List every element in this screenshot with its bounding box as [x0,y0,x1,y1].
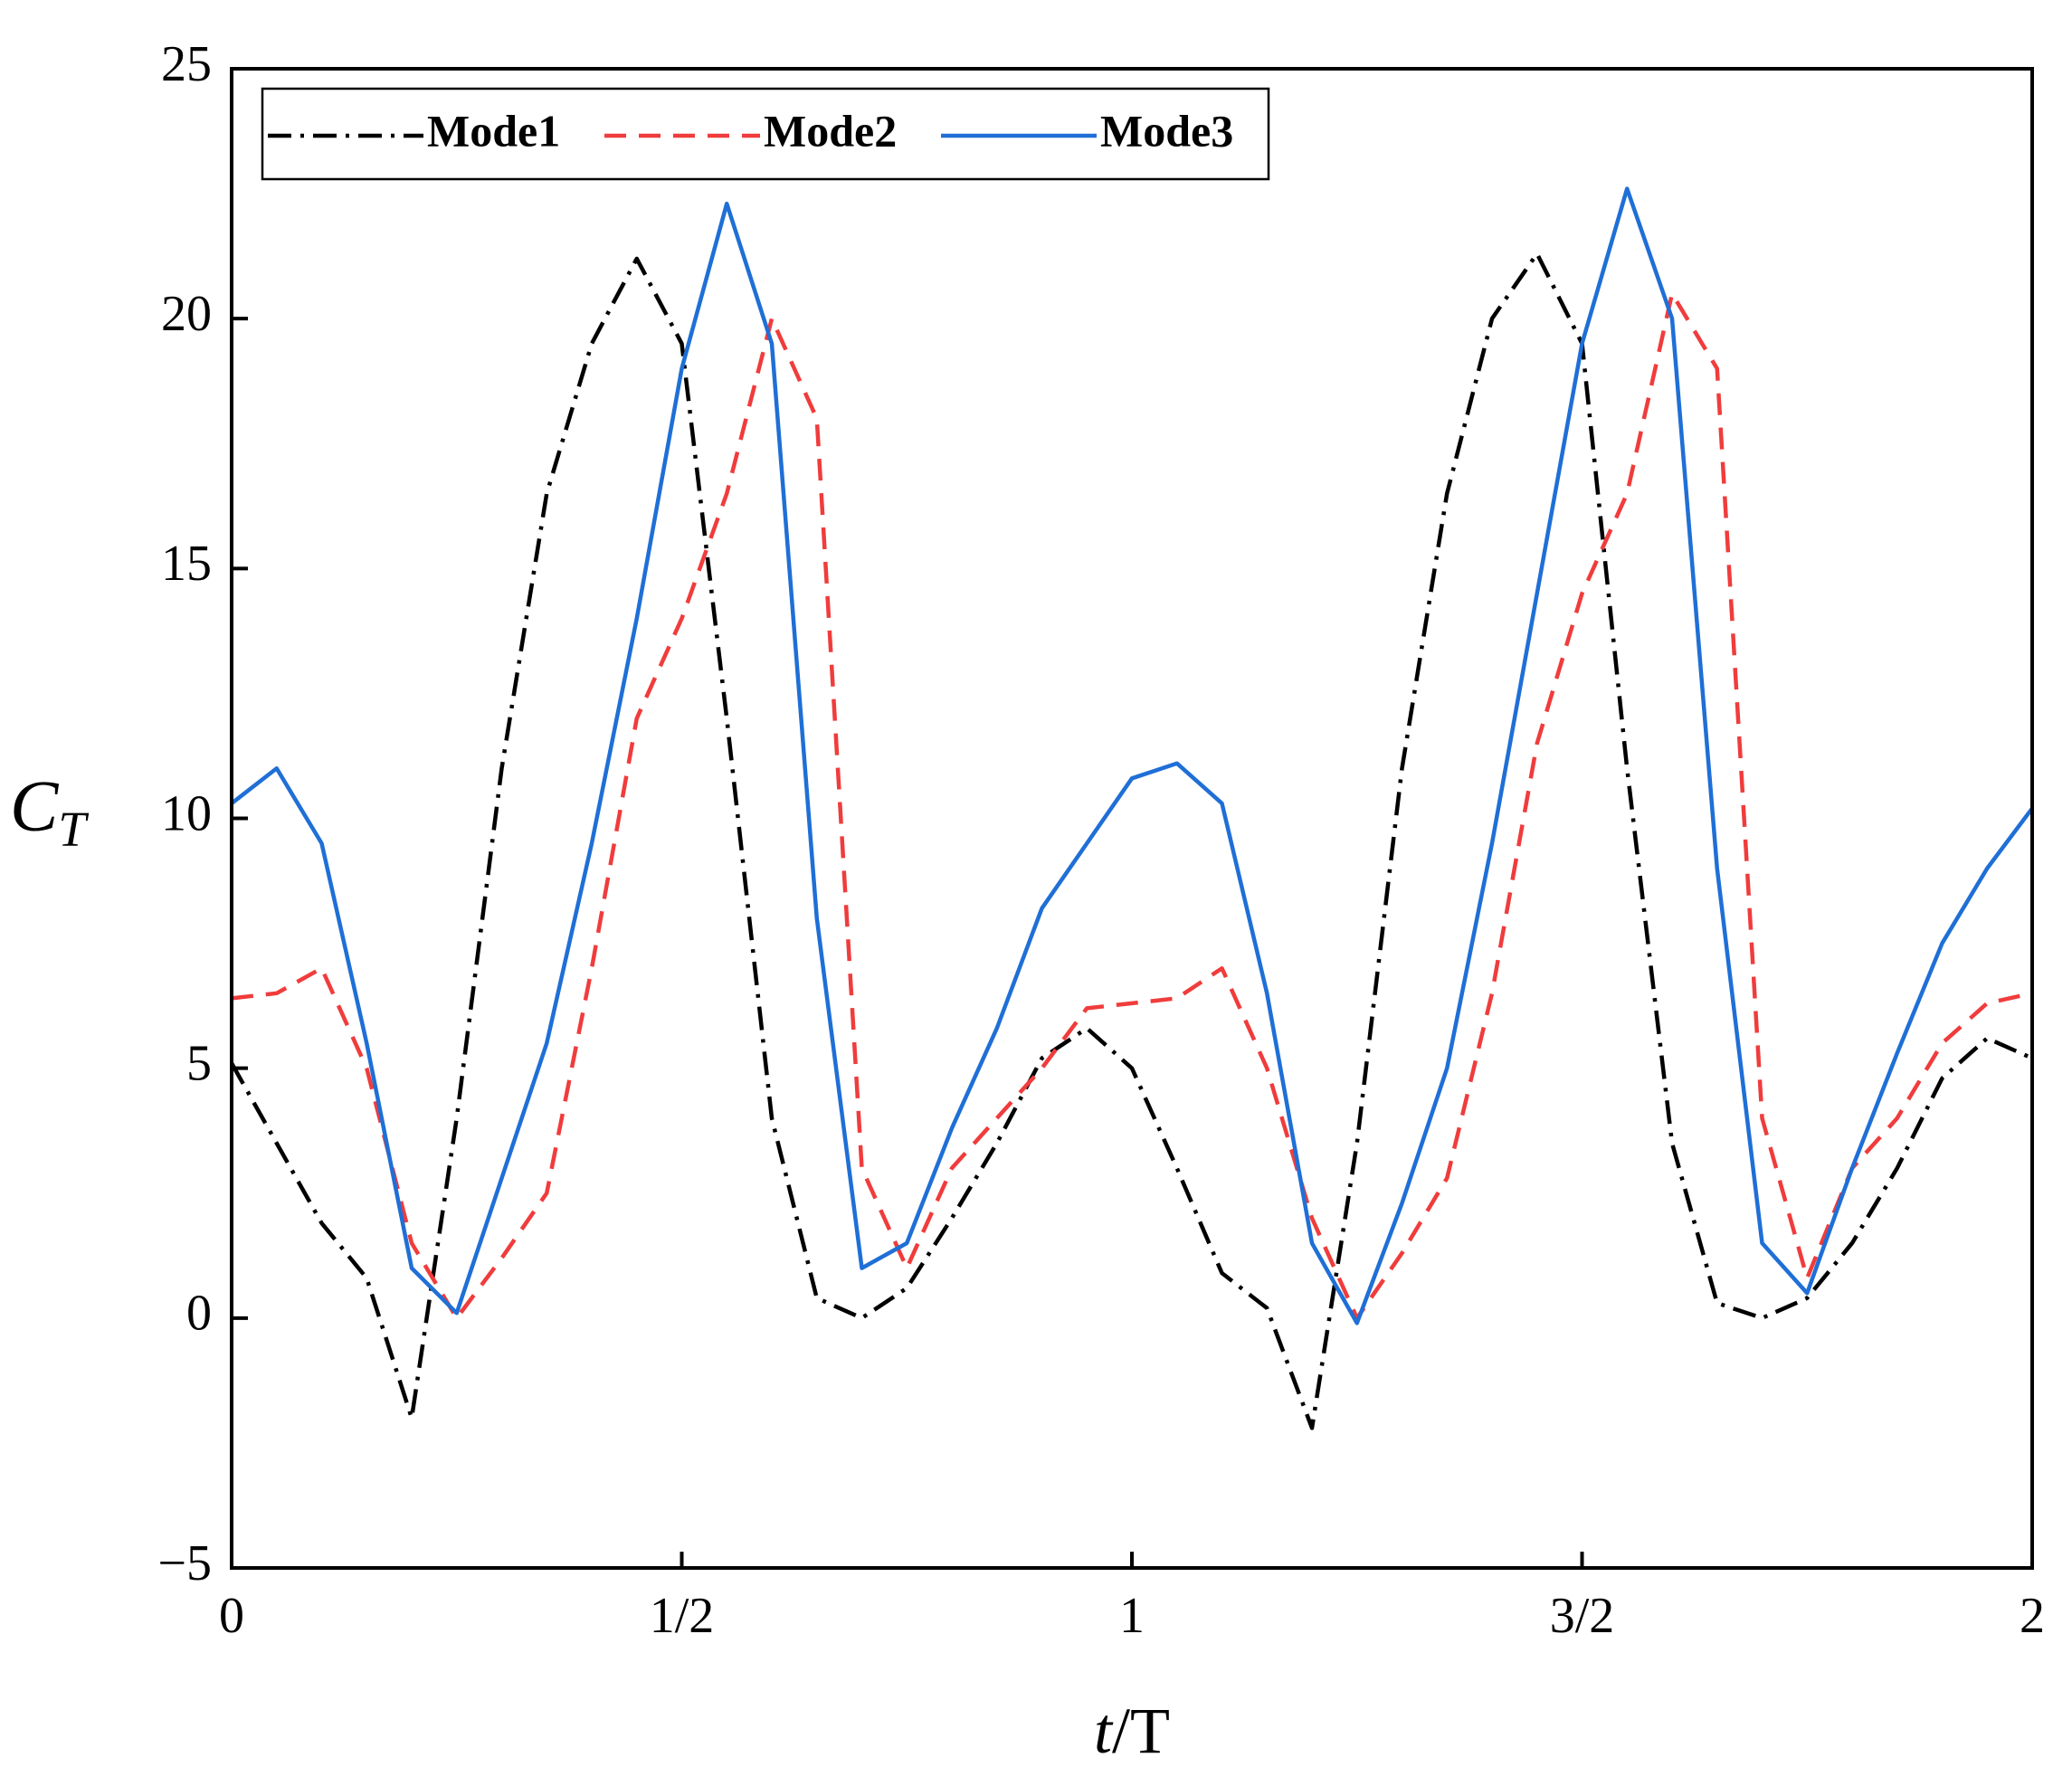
series-line [230,252,2033,1430]
plot-frame [230,67,2034,1570]
x-tick-label: 1/2 [650,1588,715,1644]
y-tick-label: 5 [186,1036,212,1092]
legend-box [261,87,1270,181]
y-axis-label: CT [10,767,89,856]
legend-label: Mode1 [427,105,560,156]
y-tick-label: 25 [161,36,212,92]
x-tick-label: 1 [1119,1588,1145,1644]
legend-label: Mode2 [764,105,897,156]
x-axis-label-main: t [1094,1695,1114,1767]
y-tick-label: 0 [186,1286,212,1342]
y-tick-label: 20 [161,286,212,342]
y-tick-label: −5 [157,1535,212,1591]
y-tick-label: 10 [161,785,212,841]
y-axis-label-sub: T [58,802,89,857]
legend-label: Mode3 [1100,105,1233,156]
x-tick-label: 0 [219,1588,244,1644]
y-axis-label-main: C [10,767,60,847]
y-tick-label: 15 [161,536,212,592]
series-line [231,291,2033,1321]
series-line [230,186,2034,1325]
x-tick-label: 3/2 [1550,1588,1615,1644]
x-axis-label: t/T [1094,1695,1170,1767]
x-axis-label-rest: /T [1112,1695,1170,1767]
x-tick-label: 2 [2020,1588,2045,1644]
